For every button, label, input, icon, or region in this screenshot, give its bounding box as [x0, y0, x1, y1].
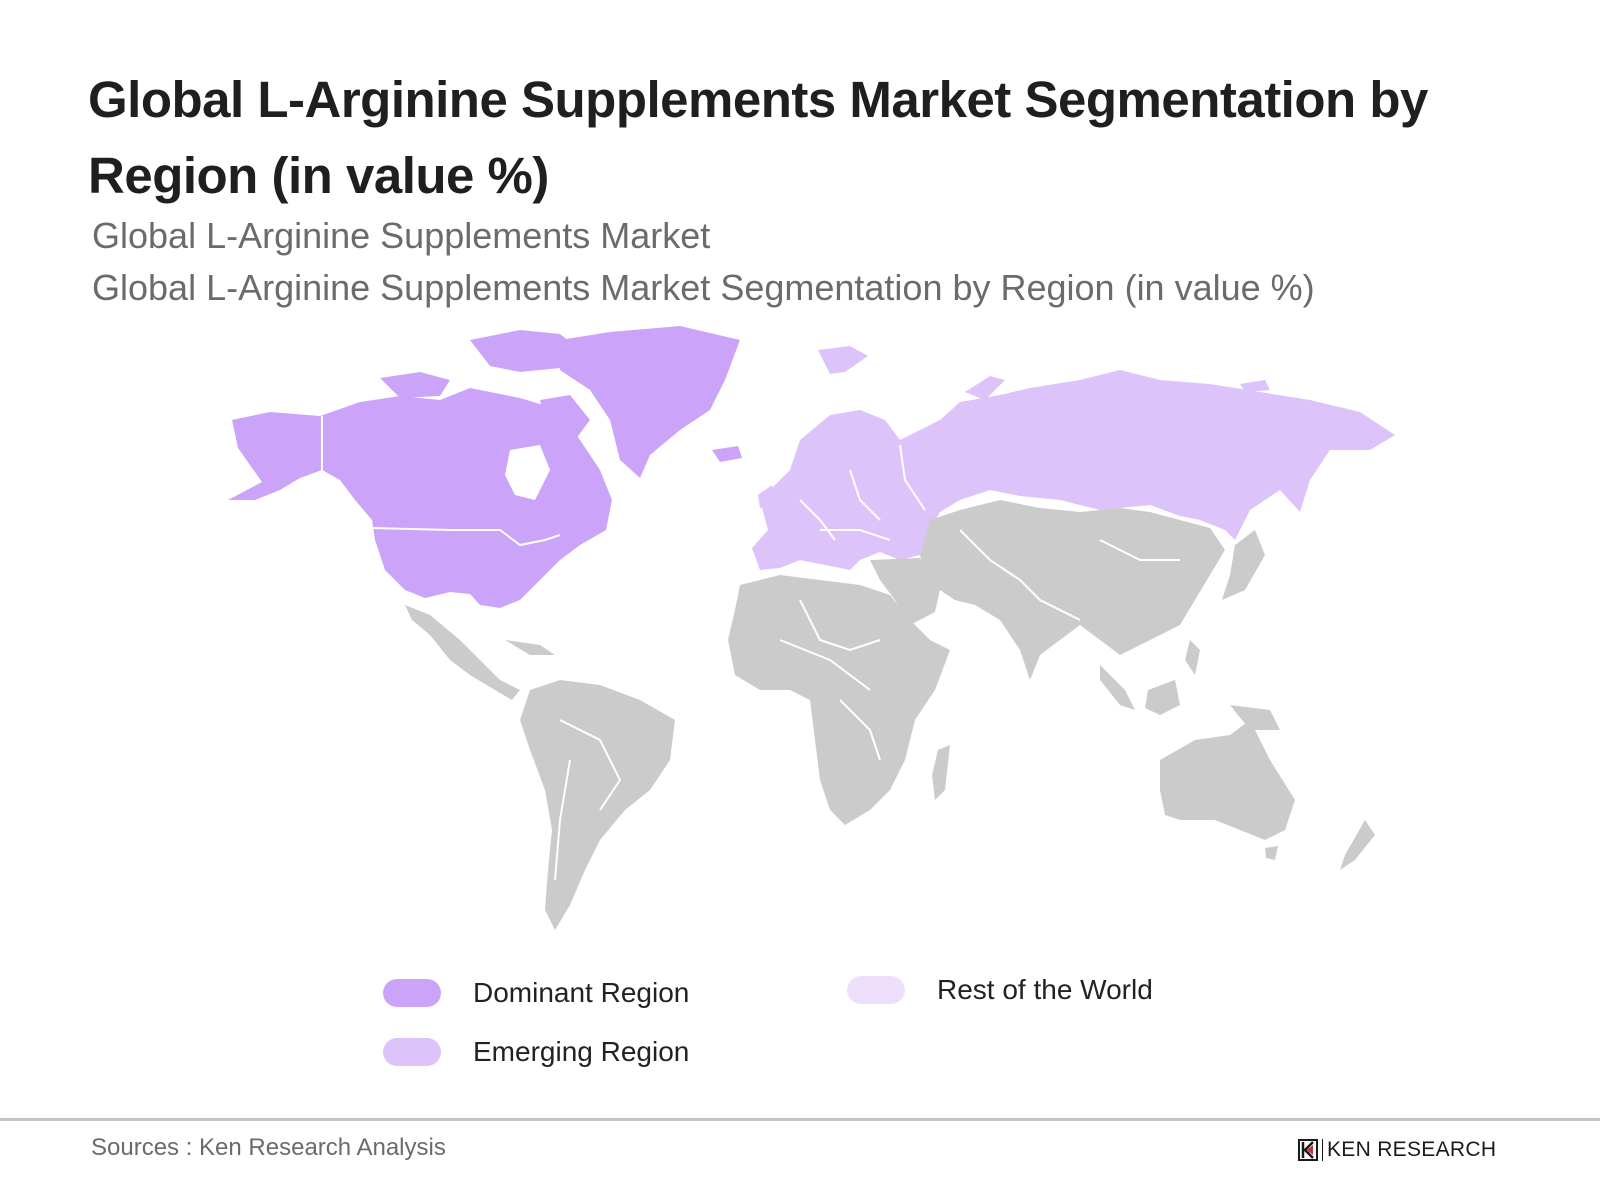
- subtitle-segmentation: Global L-Arginine Supplements Market Seg…: [92, 267, 1315, 308]
- region-north-america: [228, 326, 742, 608]
- ken-research-logo-icon: [1298, 1139, 1318, 1161]
- logo-separator: [1322, 1139, 1323, 1161]
- page-title: Global L-Arginine Supplements Market Seg…: [88, 71, 1428, 204]
- world-map: [228, 326, 1395, 930]
- region-europe-russia: [752, 346, 1395, 570]
- footer-divider: [0, 1118, 1600, 1121]
- legend-item-rest-of-world: Rest of the World: [847, 974, 1153, 1006]
- legend-swatch-emerging: [383, 1038, 441, 1066]
- ken-research-logo: KEN RESEARCH: [1298, 1138, 1496, 1162]
- legend-swatch-dominant: [383, 979, 441, 1007]
- legend-swatch-rest-of-world: [847, 976, 905, 1004]
- legend-label-rest-of-world: Rest of the World: [937, 974, 1153, 1005]
- legend-label-emerging: Emerging Region: [473, 1036, 690, 1067]
- legend-label-dominant: Dominant Region: [473, 977, 690, 1008]
- subtitle-market: Global L-Arginine Supplements Market: [92, 215, 711, 256]
- region-rest-of-world: [405, 500, 1375, 930]
- legend-item-dominant: Dominant Region: [383, 977, 689, 1009]
- legend-item-emerging: Emerging Region: [383, 1036, 689, 1068]
- ken-research-logo-text: KEN RESEARCH: [1327, 1138, 1497, 1161]
- source-note: Sources : Ken Research Analysis: [91, 1134, 446, 1161]
